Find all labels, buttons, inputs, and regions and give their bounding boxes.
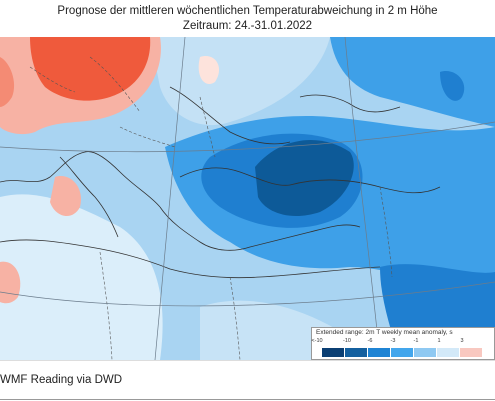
map-canvas [0,37,495,360]
legend-tick: -1 [413,338,419,344]
legend-swatch [322,348,345,357]
legend-swatch [368,348,391,357]
legend-tick: 1 [437,338,441,344]
legend-tick: 3 [460,338,464,344]
legend: Extended range: 2m T weekly mean anomaly… [311,327,495,360]
legend-tick: -6 [367,338,373,344]
source-credit: WMF Reading via DWD [0,374,123,386]
legend-tick: <-10 [311,338,323,344]
anomaly-near-normal-north [150,37,330,126]
anomaly-strong-warm-north [30,37,151,101]
title-block: Prognose der mittleren wöchentlichen Tem… [0,0,495,38]
anomaly-cold-northeast [330,37,495,127]
legend-swatch [391,348,414,357]
legend-swatches [322,348,483,357]
footer: WMF Reading via DWD [0,360,495,401]
country-borders [29,56,393,360]
legend-tick: -3 [390,338,396,344]
legend-title: Extended range: 2m T weekly mean anomaly… [316,329,453,336]
legend-ticks: <-10 -10 -6 -3 -1 1 3 [311,338,494,346]
anomaly-very-cold-turkey [255,140,354,217]
anomaly-warm-italy [50,176,81,217]
page-subtitle: Zeitraum: 24.-31.01.2022 [182,20,313,32]
legend-swatch [345,348,368,357]
graticule [0,37,495,360]
anomaly-near-normal-west [0,194,163,360]
legend-swatch [460,348,483,357]
legend-tick: -10 [343,338,351,344]
anomaly-warm-west [0,57,15,107]
anomaly-slight-warm-north [198,56,220,85]
legend-swatch [437,348,460,357]
legend-swatch [414,348,437,357]
anomaly-map [0,37,495,360]
anomaly-colder-caspian [440,71,465,101]
page-title: Prognose der mittleren wöchentlichen Tem… [57,5,438,17]
coastlines [0,86,441,279]
